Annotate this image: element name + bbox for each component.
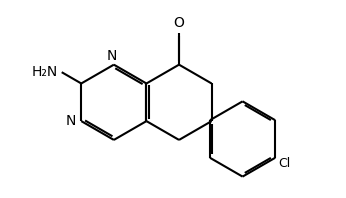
Text: N: N <box>65 114 76 128</box>
Text: N: N <box>107 49 117 63</box>
Text: O: O <box>174 16 184 30</box>
Text: Cl: Cl <box>278 157 290 169</box>
Text: H₂N: H₂N <box>32 65 58 79</box>
